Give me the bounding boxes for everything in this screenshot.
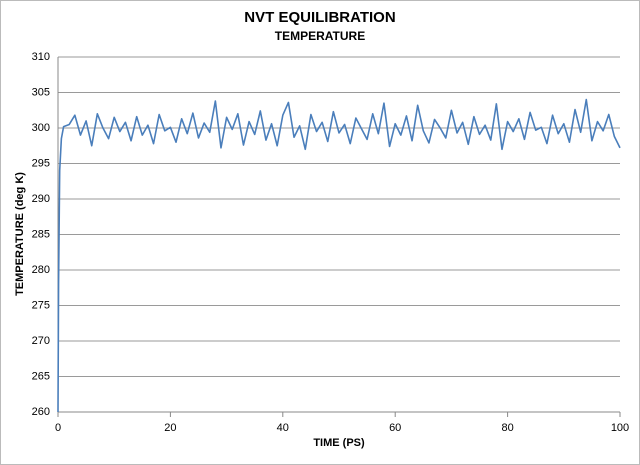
x-tick-label: 100 <box>611 422 629 434</box>
chart-subtitle: TEMPERATURE <box>275 29 365 43</box>
y-axis-label: TEMPERATURE (deg K) <box>14 172 26 296</box>
y-tick-label: 310 <box>32 51 50 63</box>
y-tick-label: 295 <box>32 157 50 169</box>
x-tick-label: 80 <box>501 422 513 434</box>
y-tick-label: 275 <box>32 299 50 311</box>
y-tick-label: 290 <box>32 193 50 205</box>
x-axis-label: TIME (PS) <box>313 437 365 449</box>
y-tick-label: 260 <box>32 406 50 418</box>
x-tick-label: 20 <box>164 422 176 434</box>
y-tick-label: 280 <box>32 264 50 276</box>
y-tick-label: 305 <box>32 86 50 98</box>
x-tick-label: 40 <box>277 422 289 434</box>
chart-title: NVT EQUILIBRATION <box>244 9 395 26</box>
y-tick-label: 270 <box>32 335 50 347</box>
y-tick-label: 265 <box>32 370 50 382</box>
y-tick-label: 285 <box>32 228 50 240</box>
x-tick-label: 60 <box>389 422 401 434</box>
y-tick-label: 300 <box>32 122 50 134</box>
data-line <box>57 98 621 413</box>
x-tick-label: 0 <box>55 422 61 434</box>
